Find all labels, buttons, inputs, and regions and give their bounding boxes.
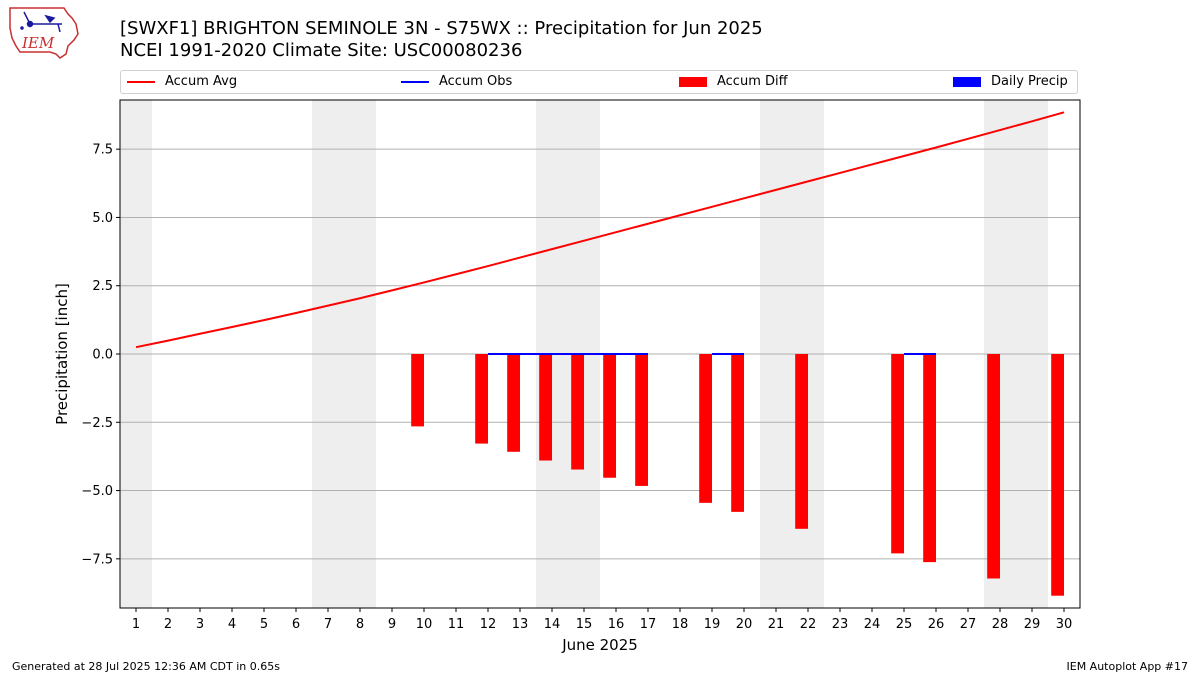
accum-diff-bar (475, 354, 488, 444)
x-tick-label: 16 (608, 617, 625, 632)
x-tick-label: 30 (1056, 617, 1073, 632)
accum-diff-bar (923, 354, 936, 563)
chart-subtitle: NCEI 1991-2020 Climate Site: USC00080236 (120, 40, 523, 61)
accum-diff-bar (603, 354, 616, 478)
legend-label-accum-avg: Accum Avg (165, 74, 238, 89)
chart-title: [SWXF1] BRIGHTON SEMINOLE 3N - S75WX :: … (120, 18, 763, 39)
y-tick-label: −2.5 (81, 416, 113, 431)
legend-label-daily-precip: Daily Precip (991, 74, 1068, 89)
x-tick-label: 21 (768, 617, 785, 632)
x-tick-label: 13 (512, 617, 529, 632)
y-tick-label: 7.5 (92, 143, 113, 158)
legend-item-accum-diff: Accum Diff (679, 74, 788, 90)
accum-diff-bar (507, 354, 520, 452)
x-tick-label: 14 (544, 617, 561, 632)
legend-swatch-accum-diff (679, 76, 707, 87)
y-tick-label: −7.5 (81, 552, 113, 567)
accum-diff-bar (635, 354, 648, 486)
accum-diff-bar (795, 354, 808, 529)
x-tick-label: 9 (388, 617, 396, 632)
legend-item-accum-obs: Accum Obs (401, 74, 512, 90)
x-tick-label: 6 (292, 617, 300, 632)
x-axis-label: June 2025 (561, 636, 638, 654)
plot-frame (119, 99, 1081, 609)
accum-diff-bar (571, 354, 584, 470)
logo-text: IEM (21, 34, 55, 52)
y-tick-label: 2.5 (92, 279, 113, 294)
x-tick-label: 19 (704, 617, 721, 632)
accum-diff-bar (699, 354, 712, 503)
x-tick-label: 23 (832, 617, 849, 632)
x-tick-label: 22 (800, 617, 817, 632)
footer-app: IEM Autoplot App #17 (1066, 660, 1189, 673)
accum-diff-bar (539, 354, 552, 461)
y-tick-label: 5.0 (92, 211, 113, 226)
x-tick-label: 29 (1024, 617, 1041, 632)
accum-avg-line (135, 111, 1065, 349)
legend: Accum Avg Accum Obs Accum Diff Daily Pre… (120, 70, 1078, 94)
legend-swatch-accum-obs (401, 80, 429, 83)
y-axis-label: Precipitation [inch] (53, 283, 71, 425)
x-tick-label: 18 (672, 617, 689, 632)
x-tick-label: 20 (736, 617, 753, 632)
x-tick-label: 2 (164, 617, 172, 632)
x-tick-label: 7 (324, 617, 332, 632)
legend-item-daily-precip: Daily Precip (953, 74, 1068, 90)
x-tick-label: 5 (260, 617, 268, 632)
accum-diff-bar (891, 354, 904, 554)
x-tick-label: 1 (132, 617, 140, 632)
x-tick-label: 24 (864, 617, 881, 632)
x-tick-label: 28 (992, 617, 1009, 632)
x-tick-label: 4 (228, 617, 236, 632)
x-tick-label: 25 (896, 617, 913, 632)
accum-diff-bar (731, 354, 744, 512)
footer-generated: Generated at 28 Jul 2025 12:36 AM CDT in… (12, 660, 280, 673)
accum-diff-bar (1051, 354, 1064, 596)
legend-swatch-accum-avg (127, 80, 155, 83)
accum-diff-bar (987, 354, 1000, 579)
x-tick-label: 17 (640, 617, 657, 632)
x-tick-label: 26 (928, 617, 945, 632)
x-tick-label: 8 (356, 617, 364, 632)
iem-logo: IEM (9, 7, 79, 59)
x-tick-label: 3 (196, 617, 204, 632)
x-tick-label: 27 (960, 617, 977, 632)
accum-diff-bar (411, 354, 424, 427)
x-tick-label: 15 (576, 617, 593, 632)
x-tick-label: 12 (480, 617, 497, 632)
x-tick-label: 11 (448, 617, 465, 632)
legend-label-accum-obs: Accum Obs (439, 74, 513, 89)
y-tick-label: −5.0 (81, 484, 113, 499)
legend-label-accum-diff: Accum Diff (717, 74, 788, 89)
y-tick-label: 0.0 (92, 348, 113, 363)
legend-item-accum-avg: Accum Avg (127, 74, 237, 90)
x-tick-label: 10 (416, 617, 433, 632)
legend-swatch-daily-precip (953, 76, 981, 87)
